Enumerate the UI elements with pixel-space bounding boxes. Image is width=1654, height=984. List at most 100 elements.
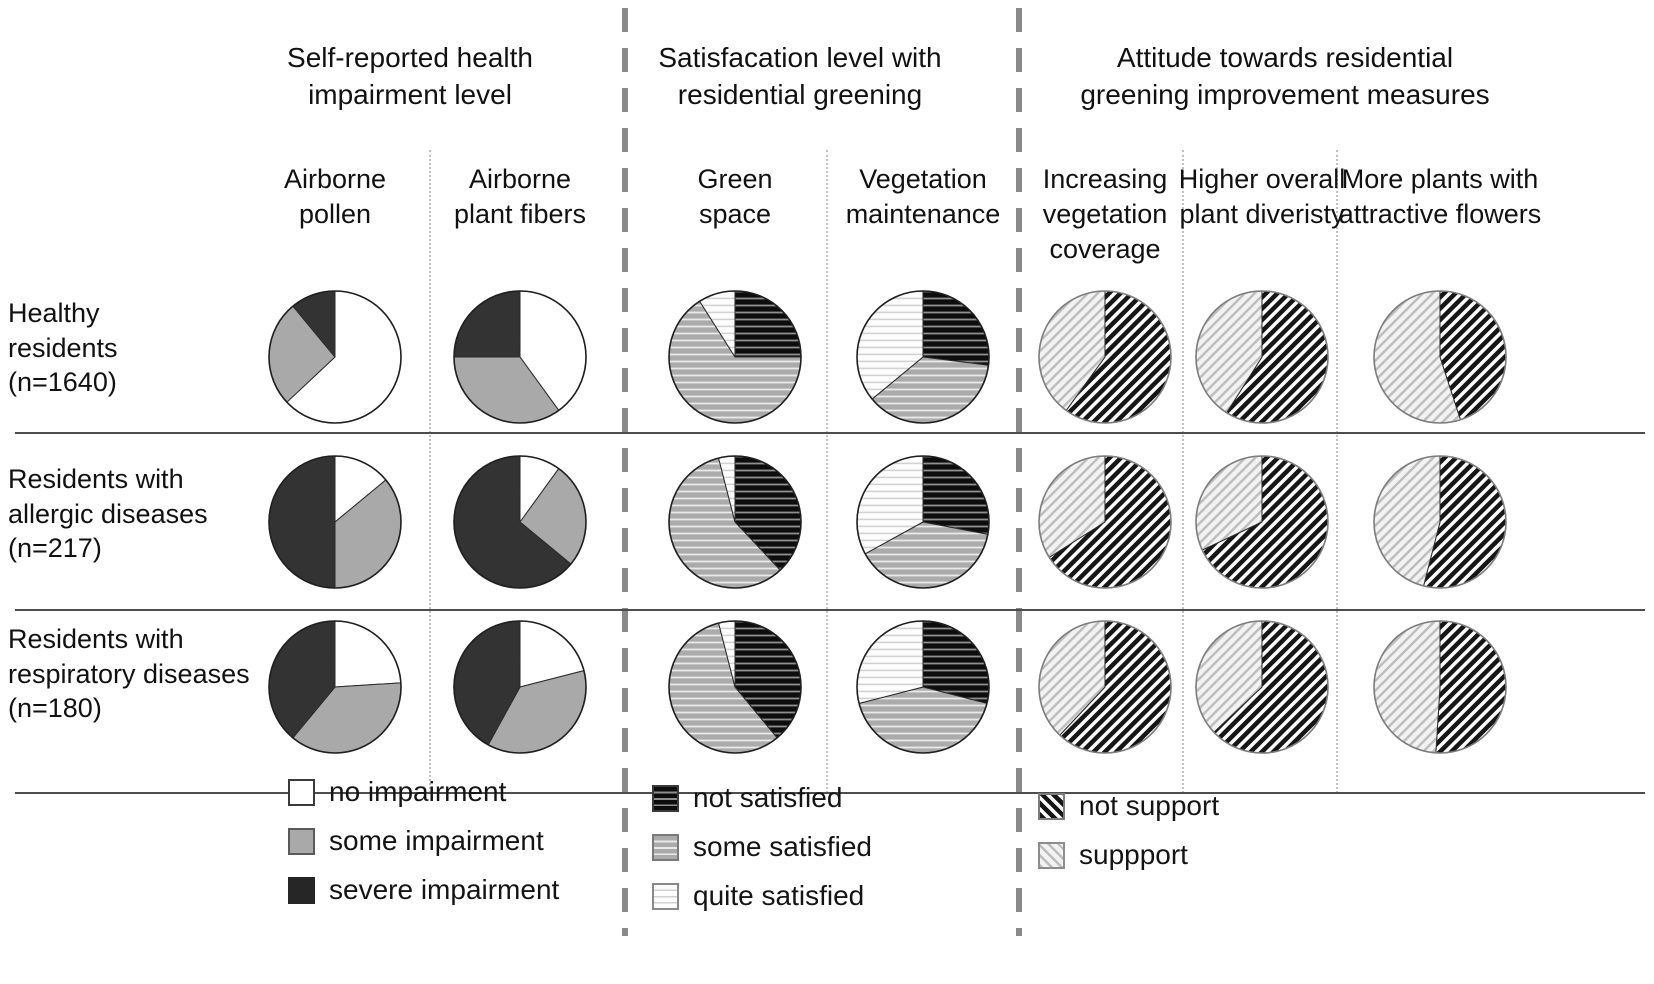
col-header-higher-plant-diversity: Higher overall plant diveristy [1178,164,1346,230]
pie-higher-overall-plant-diveristy-row-3 [1195,620,1329,754]
pie-outline [453,620,587,754]
pie-airborne-plant-fibers-row-2 [453,455,587,589]
pie-airborne-pollen-row-1 [268,290,402,424]
legend-item-quite-satisfied: quite satisfied [652,880,872,912]
legend-attitude: not support suppport [1038,790,1219,888]
pie-increasing-vegetation-coverage-row-1 [1038,290,1172,424]
pie-vegetation-maintenance-row-1 [856,290,990,424]
pie-vegetation-maintenance-row-2 [856,455,990,589]
legend-satisfaction: not satisfied some satisfied quite satis… [652,782,872,929]
pie-airborne-plant-fibers-row-3 [453,620,587,754]
pie-outline [668,620,802,754]
column-divider-dotted-2 [826,150,828,793]
pie-slice [922,290,990,366]
pie-outline [268,620,402,754]
pie-outline [453,455,587,589]
pie-higher-overall-plant-diveristy-row-1 [1195,290,1329,424]
pie-outline [268,455,402,589]
col-header-more-plants-attractive-flowers: More plants with attractive flowers [1338,164,1542,230]
pie-outline [453,290,587,424]
pie-more-plants-with-attractive-flowers-row-3 [1373,620,1507,754]
group-title-health-impairment: Self-reported health impairment level [287,42,533,110]
legend-item-severe-impairment: severe impairment [288,874,559,906]
pie-slice [453,290,521,358]
pie-outline [1038,620,1172,754]
pie-outline [1195,620,1329,754]
pie-slice [334,620,402,688]
pie-outline [1195,290,1329,424]
pie-outline [668,455,802,589]
pie-slice [1435,620,1507,754]
quite-satisfied-swatch-icon [652,882,679,910]
section-divider-dashed-1 [622,8,628,936]
not-support-swatch-icon [1038,792,1065,820]
col-header-airborne-plant-fibers: Airborne plant fibers [453,164,587,230]
row-divider-line-2 [15,609,1645,611]
col-header-airborne-pollen: Airborne pollen [283,164,387,230]
legend-label: no impairment [329,776,507,807]
pie-higher-overall-plant-diveristy-row-2 [1195,455,1329,589]
col-header-vegetation-maintenance: Vegetation maintenance [845,164,1001,230]
some-impairment-swatch-icon [288,827,315,855]
pie-outline [1373,455,1507,589]
row-label-allergic-residents: Residents with allergic diseases (n=217) [8,464,208,564]
pie-green-space-row-3 [668,620,802,754]
pie-outline [1038,455,1172,589]
legend-label: suppport [1079,839,1188,870]
col-header-green-space: Green space [697,164,773,230]
pie-outline [1195,455,1329,589]
pie-outline [1038,290,1172,424]
column-divider-dotted-1 [429,150,431,793]
legend-item-support: suppport [1038,839,1219,871]
pie-outline [1373,620,1507,754]
row-divider-line-1 [15,432,1645,434]
pie-green-space-row-1 [668,290,802,424]
pie-increasing-vegetation-coverage-row-3 [1038,620,1172,754]
pie-vegetation-maintenance-row-3 [856,620,990,754]
pie-green-space-row-2 [668,455,802,589]
legend-item-not-support: not support [1038,790,1219,822]
column-divider-dotted-3 [1182,150,1184,793]
legend-label: severe impairment [329,874,560,905]
legend-label: quite satisfied [693,880,865,911]
pie-slice [1373,620,1441,754]
legend-impairment: no impairment some impairment severe imp… [288,776,559,923]
legend-label: some impairment [329,825,544,856]
pie-more-plants-with-attractive-flowers-row-1 [1373,290,1507,424]
pie-outline [1373,290,1507,424]
legend-item-not-satisfied: not satisfied [652,782,872,814]
pie-outline [856,455,990,589]
support-swatch-icon [1038,841,1065,869]
row-label-respiratory-residents: Residents with respiratory diseases (n=1… [8,624,250,724]
pie-increasing-vegetation-coverage-row-2 [1038,455,1172,589]
column-divider-dotted-4 [1336,150,1338,793]
pie-outline [856,290,990,424]
row-label-healthy-residents: Healthy residents (n=1640) [8,298,118,398]
pie-airborne-plant-fibers-row-1 [453,290,587,424]
group-title-satisfaction: Satisfacation level with residential gre… [658,42,942,110]
legend-item-some-impairment: some impairment [288,825,559,857]
pie-outline [856,620,990,754]
legend-label: some satisfied [693,831,872,862]
row-divider-line-3 [15,792,1645,794]
legend-label: not support [1079,790,1220,821]
legend-item-some-satisfied: some satisfied [652,831,872,863]
group-title-attitude: Attitude towards residential greening im… [1080,42,1490,110]
col-header-increasing-vegetation-coverage: Increasing vegetation coverage [1042,164,1168,265]
pie-outline [668,290,802,424]
pie-slice [922,455,990,535]
section-divider-dashed-2 [1016,8,1022,936]
not-satisfied-swatch-icon [652,784,679,812]
legend-item-no-impairment: no impairment [288,776,559,808]
pie-airborne-pollen-row-2 [268,455,402,589]
pie-slice [268,455,336,589]
pie-more-plants-with-attractive-flowers-row-2 [1373,455,1507,589]
pie-slice [734,290,802,358]
some-satisfied-swatch-icon [652,833,679,861]
pie-outline [268,290,402,424]
legend-label: not satisfied [693,782,843,813]
pie-airborne-pollen-row-3 [268,620,402,754]
severe-impairment-swatch-icon [288,876,315,904]
no-impairment-swatch-icon [288,778,315,806]
